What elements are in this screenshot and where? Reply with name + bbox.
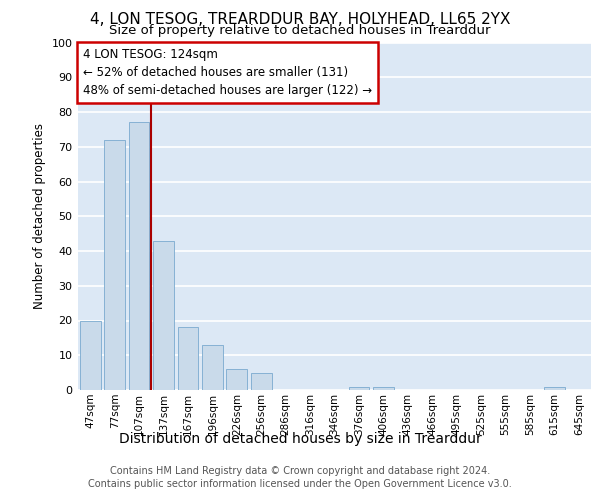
Bar	[128, 122, 149, 390]
Bar	[202, 345, 223, 390]
Bar	[178, 328, 199, 390]
Text: Contains public sector information licensed under the Open Government Licence v3: Contains public sector information licen…	[88, 479, 512, 489]
Bar	[104, 140, 125, 390]
Bar	[349, 386, 370, 390]
Bar	[226, 369, 247, 390]
Text: Contains HM Land Registry data © Crown copyright and database right 2024.: Contains HM Land Registry data © Crown c…	[110, 466, 490, 476]
Bar	[80, 320, 101, 390]
Text: 4 LON TESOG: 124sqm
← 52% of detached houses are smaller (131)
48% of semi-detac: 4 LON TESOG: 124sqm ← 52% of detached ho…	[83, 48, 372, 96]
Bar	[153, 240, 174, 390]
Text: Size of property relative to detached houses in Trearddur: Size of property relative to detached ho…	[109, 24, 491, 37]
Bar	[251, 372, 272, 390]
Y-axis label: Number of detached properties: Number of detached properties	[33, 123, 46, 309]
Bar	[544, 386, 565, 390]
Bar	[373, 386, 394, 390]
Text: Distribution of detached houses by size in Trearddur: Distribution of detached houses by size …	[119, 432, 481, 446]
Text: 4, LON TESOG, TREARDDUR BAY, HOLYHEAD, LL65 2YX: 4, LON TESOG, TREARDDUR BAY, HOLYHEAD, L…	[90, 12, 510, 28]
